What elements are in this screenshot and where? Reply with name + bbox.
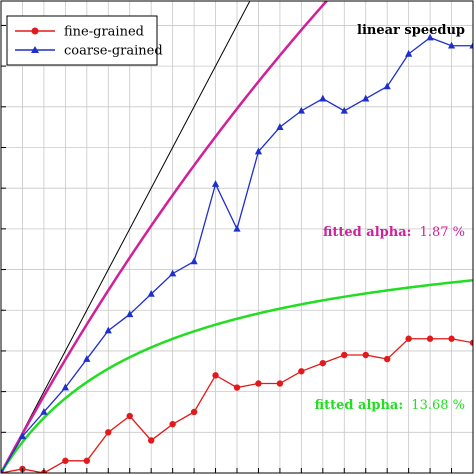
data-point-coarse xyxy=(297,106,305,114)
data-point-fine xyxy=(169,420,176,428)
annotation-linear-speedup: linear speedup xyxy=(357,23,465,38)
data-point-coarse xyxy=(447,41,456,49)
data-point-coarse xyxy=(1,469,4,473)
fit-curve-fine xyxy=(1,279,473,473)
fit-label-fine: fitted alpha: 13.68 % xyxy=(315,398,465,413)
data-point-coarse xyxy=(147,289,155,297)
data-point-fine xyxy=(448,335,455,342)
data-point-fine xyxy=(298,368,305,375)
data-point-coarse xyxy=(40,407,48,415)
data-point-fine xyxy=(469,339,473,346)
legend-marker-circle xyxy=(31,27,39,35)
data-point-fine xyxy=(405,335,412,342)
data-point-coarse xyxy=(18,432,27,440)
data-point-fine xyxy=(233,384,241,391)
data-point-coarse xyxy=(319,94,327,102)
data-point-coarse xyxy=(383,82,391,90)
data-point-coarse xyxy=(104,326,112,334)
fit-label-coarse-prefix: fitted alpha: xyxy=(323,225,411,240)
data-point-fine xyxy=(255,380,262,387)
legend-label-fine: fine-grained xyxy=(64,25,144,40)
legend-marker-triangle xyxy=(31,46,39,53)
legend-entry-fine: fine-grained xyxy=(15,25,144,40)
data-point-fine xyxy=(426,335,434,342)
legend-box xyxy=(6,15,158,66)
data-point-coarse xyxy=(426,33,434,41)
data-point-coarse xyxy=(340,106,348,114)
legend-label-coarse: coarse-grained xyxy=(64,44,163,59)
legend: fine-grained coarse-grained xyxy=(6,15,163,66)
data-point-fine xyxy=(105,429,112,436)
svg-text:fitted alpha: 1.87 %: fitted alpha: 1.87 % xyxy=(323,225,465,240)
data-point-coarse xyxy=(254,147,263,155)
data-point-coarse xyxy=(83,355,91,362)
data-point-fine xyxy=(341,351,348,359)
legend-entry-coarse: coarse-grained xyxy=(15,44,163,59)
data-point-coarse xyxy=(405,49,413,57)
data-point-fine xyxy=(126,412,133,420)
data-point-fine xyxy=(190,408,198,416)
data-point-coarse xyxy=(211,180,220,187)
svg-text:fitted alpha: 13.68 %: fitted alpha: 13.68 % xyxy=(315,398,465,413)
data-point-fine xyxy=(83,457,91,464)
data-point-fine xyxy=(383,355,391,363)
data-point-coarse xyxy=(169,269,177,277)
data-point-fine xyxy=(212,372,219,379)
data-point-fine xyxy=(147,437,155,444)
data-point-coarse xyxy=(276,123,284,130)
fit-label-coarse-value: 1.87 % xyxy=(420,225,465,240)
data-series xyxy=(1,33,473,473)
fit-label-coarse: fitted alpha: 1.87 % xyxy=(323,225,465,240)
fit-label-fine-prefix: fitted alpha: xyxy=(315,398,403,413)
data-point-coarse xyxy=(61,383,69,391)
data-point-coarse xyxy=(233,224,241,232)
data-point-fine xyxy=(62,457,69,464)
data-point-coarse xyxy=(190,257,198,265)
fit-label-fine-value: 13.68 % xyxy=(411,398,465,413)
data-point-fine xyxy=(362,351,369,359)
data-point-fine xyxy=(276,380,284,387)
data-point-coarse xyxy=(469,41,473,49)
data-point-coarse xyxy=(126,310,134,318)
data-point-coarse xyxy=(362,94,370,102)
data-point-fine xyxy=(319,359,327,367)
